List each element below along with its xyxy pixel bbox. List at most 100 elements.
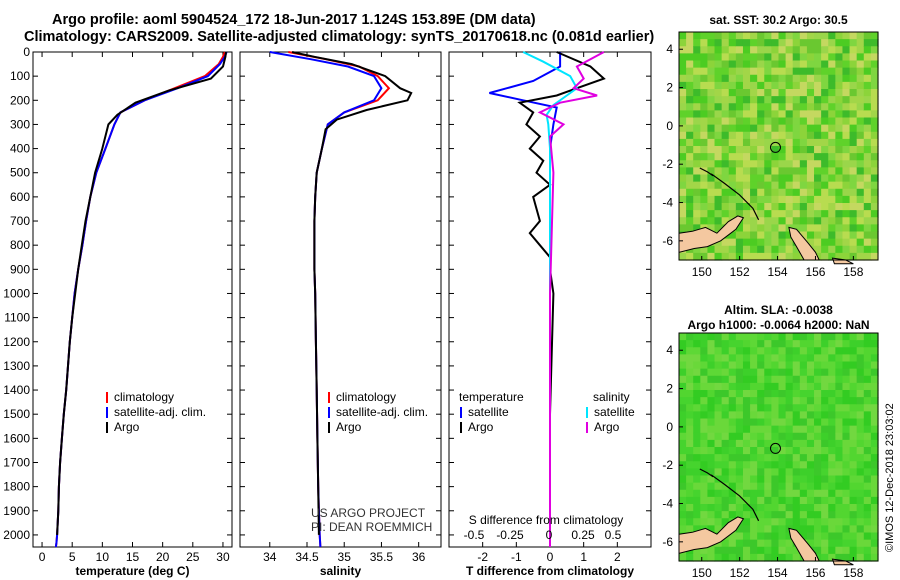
map-cell: [757, 532, 765, 541]
map-cell: [693, 454, 701, 462]
map-cell: [750, 203, 758, 211]
map-cell: [742, 418, 751, 427]
map-cell: [742, 217, 751, 225]
map-cell: [821, 461, 829, 469]
map-cell: [750, 53, 758, 62]
map-cell: [799, 167, 808, 176]
map-cell: [771, 539, 780, 548]
map-cell: [686, 67, 694, 76]
map-cell: [778, 103, 787, 111]
map-cell: [735, 532, 744, 541]
map-cell: [814, 46, 822, 54]
map-cell: [799, 489, 808, 498]
salinity-legend-label: climatology: [336, 390, 396, 404]
map-cell: [863, 153, 872, 161]
map-cell: [742, 475, 751, 484]
map-cell: [835, 525, 844, 534]
map-cell: [821, 482, 829, 491]
map-cell: [728, 153, 737, 161]
map-cell: [750, 489, 758, 498]
map-cell: [821, 224, 829, 233]
map-cell: [771, 447, 780, 455]
map-cell: [714, 217, 723, 225]
map-cell: [842, 390, 851, 398]
map-cell: [785, 496, 794, 505]
map-cell: [742, 482, 751, 491]
map-cell: [742, 138, 751, 147]
map-cell: [686, 181, 694, 190]
map-cell: [870, 188, 879, 197]
map-cell: [700, 210, 709, 218]
map-cell: [828, 153, 836, 161]
map-cell: [735, 418, 744, 427]
map-cell: [856, 354, 865, 363]
depth-tick-label: 700: [10, 214, 30, 228]
map-cell: [778, 439, 787, 448]
map-cell: [764, 39, 772, 47]
map-cell: [856, 181, 865, 190]
map-cell: [821, 532, 829, 541]
salinity-xtick-label: 34: [263, 550, 277, 564]
map-cell: [806, 333, 815, 341]
temperature-xtick-label: 25: [186, 550, 200, 564]
map-cell: [814, 525, 822, 534]
map-cell: [735, 489, 744, 498]
diff-s-tick-label: -0.25: [496, 528, 524, 542]
map-cell: [856, 32, 865, 40]
map-cell: [771, 411, 780, 420]
map-cell: [728, 439, 737, 448]
map-cell: [792, 439, 801, 448]
map-cell: [721, 252, 730, 261]
map-cell: [870, 340, 879, 348]
map-cell: [835, 252, 844, 261]
map-xtick-label: 156: [805, 566, 825, 580]
map-cell: [842, 110, 851, 119]
map-cell: [721, 67, 730, 76]
map-cell: [792, 368, 801, 377]
map-cell: [742, 525, 751, 534]
map-cell: [686, 224, 694, 233]
map-cell: [806, 539, 815, 548]
map-top-title: sat. SST: 30.2 Argo: 30.5: [709, 13, 848, 27]
map-cell: [835, 67, 844, 76]
map-cell: [693, 181, 701, 190]
map-cell: [799, 347, 808, 355]
map-cell: [679, 210, 687, 218]
map-cell: [764, 397, 772, 405]
map-cell: [757, 439, 765, 448]
map-cell: [799, 340, 808, 348]
map-cell: [714, 525, 723, 534]
map-cell: [721, 404, 730, 412]
map-cell: [764, 181, 772, 190]
map-cell: [679, 195, 687, 204]
map-cell: [679, 203, 687, 211]
map-cell: [835, 217, 844, 225]
map-cell: [771, 131, 780, 140]
map-cell: [828, 468, 836, 477]
map-cell: [693, 217, 701, 225]
map-cell: [835, 361, 844, 370]
map-cell: [721, 375, 730, 384]
temperature-legend-label: climatology: [114, 390, 174, 404]
map-cell: [792, 340, 801, 348]
map-cell: [842, 489, 851, 498]
map-cell: [764, 475, 772, 484]
map-cell: [686, 397, 694, 405]
map-cell: [863, 81, 872, 90]
map-cell: [735, 461, 744, 469]
map-cell: [821, 174, 829, 183]
map-cell: [799, 404, 808, 412]
map-cell: [785, 203, 794, 211]
map-cell: [757, 418, 765, 427]
map-cell: [828, 74, 836, 83]
map-cell: [679, 333, 687, 341]
map-cell: [842, 117, 851, 126]
map-cell: [735, 195, 744, 204]
map-cell: [700, 340, 709, 348]
map-cell: [728, 361, 737, 370]
map-cell: [842, 124, 851, 133]
map-cell: [700, 397, 709, 405]
map-cell: [856, 110, 865, 119]
map-cell: [679, 181, 687, 190]
map-cell: [814, 74, 822, 83]
